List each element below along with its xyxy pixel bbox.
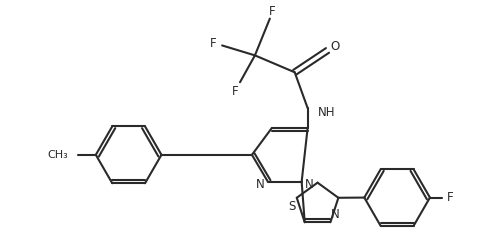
Text: F: F bbox=[232, 85, 238, 98]
Text: N: N bbox=[305, 178, 314, 191]
Text: O: O bbox=[331, 40, 340, 53]
Text: F: F bbox=[447, 191, 453, 204]
Text: NH: NH bbox=[318, 106, 335, 119]
Text: F: F bbox=[210, 37, 216, 50]
Text: N: N bbox=[331, 208, 340, 221]
Text: CH₃: CH₃ bbox=[47, 150, 68, 160]
Text: N: N bbox=[256, 178, 264, 191]
Text: S: S bbox=[288, 200, 295, 213]
Text: F: F bbox=[269, 5, 275, 18]
